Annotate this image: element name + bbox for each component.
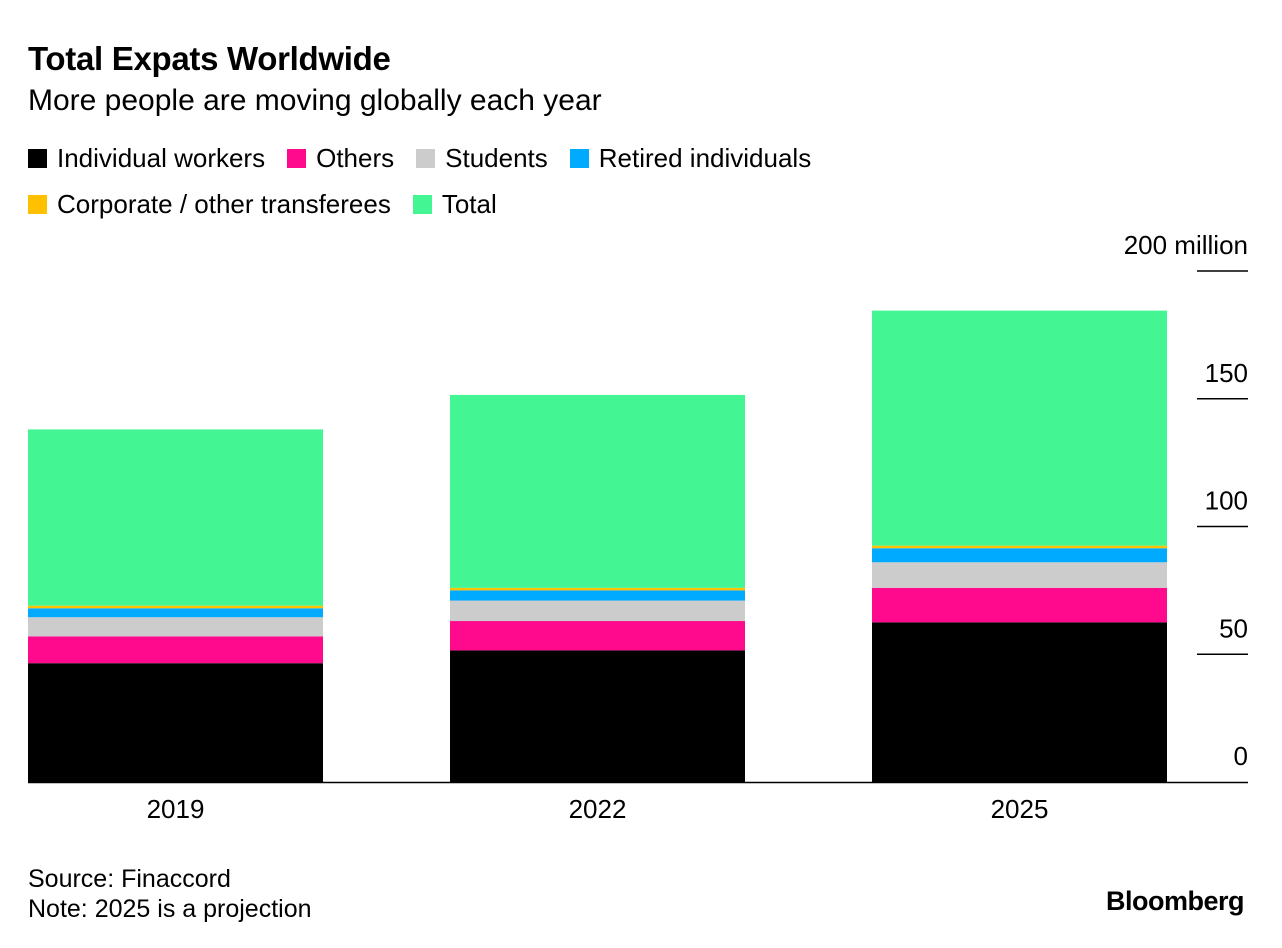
legend-label: Corporate / other transferees [57, 188, 391, 219]
bar-segment [450, 600, 745, 622]
legend-swatch [569, 148, 589, 168]
legend-swatch [412, 194, 432, 214]
legend-swatch [287, 148, 307, 168]
legend-swatch [28, 148, 47, 168]
legend-item: Individual workers [28, 142, 266, 173]
legend-label: Total [441, 188, 497, 219]
bar-segment [872, 587, 1167, 623]
x-tick-label: 2025 [991, 794, 1049, 824]
bar-segment [28, 429, 323, 606]
legend-label: Retired individuals [598, 142, 812, 173]
y-tick-label: 100 [1205, 486, 1248, 516]
bar-segment [28, 663, 323, 782]
legend-swatch [416, 148, 436, 168]
legend-label: Others [316, 142, 395, 173]
footer: Source: Finaccord Note: 2025 is a projec… [28, 864, 312, 924]
y-tick-label: 50 [1219, 613, 1248, 643]
legend-item: Retired individuals [569, 142, 812, 173]
bar-segment [450, 621, 745, 651]
bar-segment [450, 587, 745, 591]
y-tick-label: 200 million [1124, 230, 1248, 260]
chart-subtitle: More people are moving globally each yea… [28, 84, 602, 117]
bar-segment [872, 310, 1167, 546]
legend: Individual workers Others Students Retired … [28, 142, 948, 219]
bar-segment [28, 636, 323, 664]
legend-item: Others [287, 142, 395, 173]
legend-item: Students [416, 142, 548, 173]
legend-label: Students [445, 142, 548, 173]
legend-item: Total [412, 188, 497, 219]
y-tick-label: 0 [1234, 741, 1248, 771]
bar-segment [450, 650, 745, 782]
bar-segment [28, 617, 323, 637]
chart-title: Total Expats Worldwide [28, 40, 391, 77]
bar-segment [872, 545, 1167, 549]
source-note: Source: Finaccord [28, 865, 231, 893]
bloomberg-logo: Bloomberg [1105, 886, 1245, 916]
x-tick-label: 2019 [147, 794, 205, 824]
x-tick-label: 2022 [569, 794, 627, 824]
legend-label: Individual workers [57, 142, 266, 173]
bar-segment [872, 548, 1167, 563]
projection-note: Note: 2025 is a projection [28, 895, 312, 923]
bar-segment [872, 562, 1167, 588]
bar-segment [28, 608, 323, 618]
bar-segment [28, 605, 323, 609]
bar-segment [450, 394, 745, 588]
legend-swatch [28, 194, 47, 214]
bar-segment [872, 622, 1167, 782]
y-tick-label: 150 [1205, 358, 1248, 388]
bar-segment [450, 590, 745, 601]
legend-item: Corporate / other transferees [28, 188, 391, 219]
